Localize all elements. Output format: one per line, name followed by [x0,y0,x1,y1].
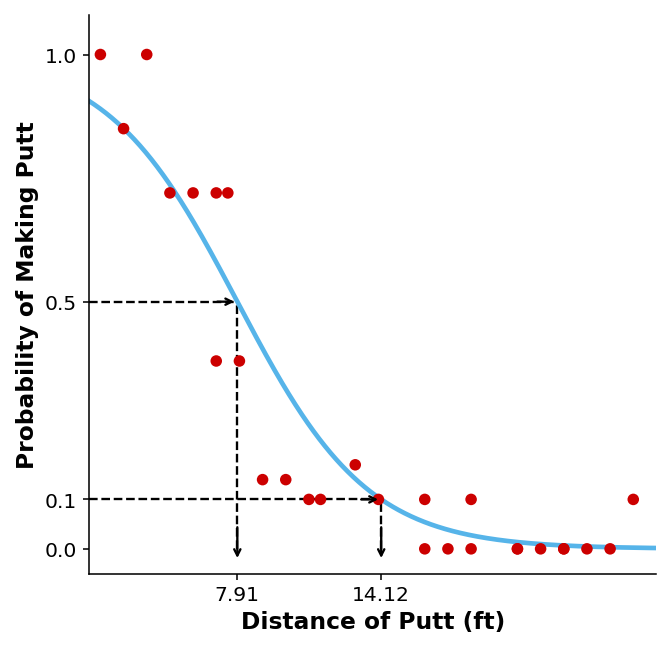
Point [304,495,314,505]
Point [443,544,454,554]
Point [535,544,546,554]
Point [141,50,152,60]
Point [466,495,476,505]
Point [350,459,361,470]
Point [419,495,430,505]
Point [558,544,569,554]
Point [558,544,569,554]
Y-axis label: Probability of Making Putt: Probability of Making Putt [15,121,38,469]
Point [187,188,198,199]
Point [373,495,384,505]
Point [165,188,175,199]
Point [466,544,476,554]
Point [512,544,523,554]
Point [280,474,291,485]
Point [581,544,592,554]
Point [211,356,222,367]
Point [315,495,326,505]
Point [211,188,222,199]
Point [628,495,638,505]
Point [419,544,430,554]
Point [95,50,106,60]
Point [605,544,616,554]
X-axis label: Distance of Putt (ft): Distance of Putt (ft) [241,611,505,633]
Point [222,188,233,199]
Point [257,474,268,485]
Point [512,544,523,554]
Point [234,356,245,367]
Point [118,124,129,134]
